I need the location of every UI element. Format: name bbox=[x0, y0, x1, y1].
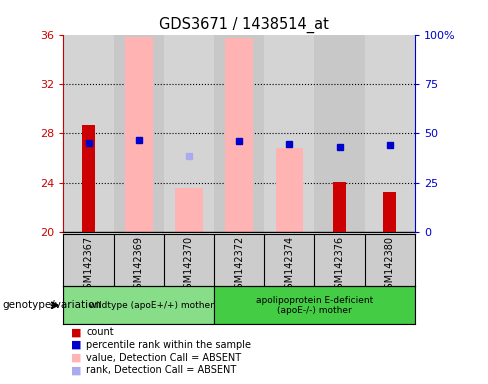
Text: ■: ■ bbox=[71, 340, 81, 350]
Bar bbox=[175, 188, 203, 232]
Bar bbox=[63, 286, 214, 324]
Text: GDS3671 / 1438514_at: GDS3671 / 1438514_at bbox=[159, 17, 329, 33]
Text: apolipoprotein E-deficient
(apoE-/-) mother: apolipoprotein E-deficient (apoE-/-) mot… bbox=[256, 296, 373, 315]
Bar bbox=[276, 148, 303, 232]
Bar bbox=[63, 35, 114, 232]
Bar bbox=[384, 192, 396, 232]
Bar bbox=[164, 35, 214, 232]
Bar bbox=[125, 37, 153, 232]
Text: wildtype (apoE+/+) mother: wildtype (apoE+/+) mother bbox=[89, 301, 214, 310]
Text: GSM142370: GSM142370 bbox=[184, 236, 194, 295]
Bar bbox=[82, 125, 95, 232]
Text: ■: ■ bbox=[71, 327, 81, 337]
Text: GSM142372: GSM142372 bbox=[234, 236, 244, 295]
Bar bbox=[333, 182, 346, 232]
Text: count: count bbox=[86, 327, 114, 337]
Bar bbox=[225, 38, 253, 232]
Bar bbox=[365, 35, 415, 232]
Text: GSM142380: GSM142380 bbox=[385, 236, 395, 295]
Bar bbox=[314, 35, 365, 232]
Text: GSM142369: GSM142369 bbox=[134, 236, 144, 295]
Text: genotype/variation: genotype/variation bbox=[2, 300, 102, 310]
Text: rank, Detection Call = ABSENT: rank, Detection Call = ABSENT bbox=[86, 365, 237, 375]
Text: value, Detection Call = ABSENT: value, Detection Call = ABSENT bbox=[86, 353, 242, 362]
Bar bbox=[214, 286, 415, 324]
Text: GSM142374: GSM142374 bbox=[285, 236, 294, 295]
Text: ■: ■ bbox=[71, 365, 81, 375]
Bar bbox=[264, 35, 314, 232]
Bar bbox=[114, 35, 164, 232]
Text: GSM142376: GSM142376 bbox=[334, 236, 345, 295]
Bar bbox=[214, 35, 264, 232]
Text: GSM142367: GSM142367 bbox=[83, 236, 94, 295]
Text: ■: ■ bbox=[71, 353, 81, 362]
Text: percentile rank within the sample: percentile rank within the sample bbox=[86, 340, 251, 350]
